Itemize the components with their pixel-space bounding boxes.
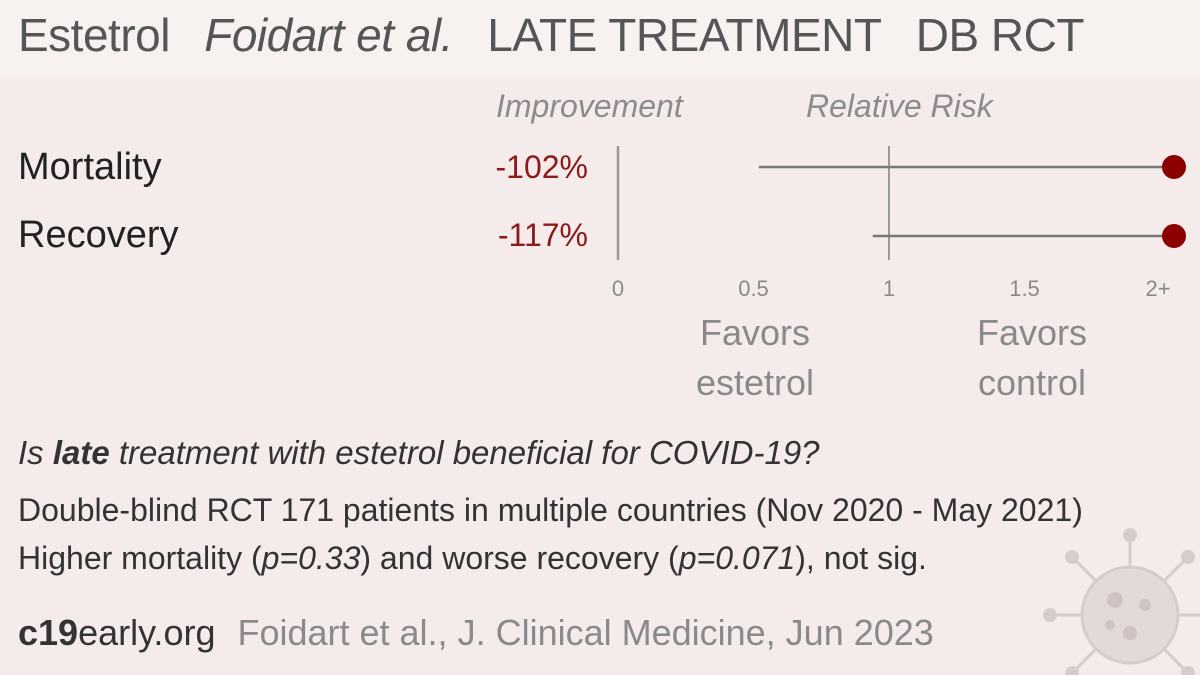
row-label-recovery: Recovery [18,214,179,256]
improvement-column-header: Improvement [496,88,683,124]
title-stage: LATE TREATMENT [487,9,882,61]
point-estimate [1162,155,1186,179]
site-bold: c19 [18,612,79,653]
question-bold: late [52,434,110,471]
tick-label: 2+ [1145,276,1170,301]
row-label-mortality: Mortality [18,146,162,188]
citation: Foidart et al., J. Clinical Medicine, Ju… [237,612,934,653]
favors-left-line1: Favors [699,312,811,353]
favors-left-line2: estetrol [695,362,815,403]
footer: c19early.org Foidart et al., J. Clinical … [18,612,934,654]
question-pre: Is [18,434,53,471]
improvement-recovery: -117% [497,217,588,253]
favors-right-line2: control [977,362,1087,403]
tick-label: 0 [612,276,624,301]
favors-control-label: Favors control [912,308,1152,408]
tick-label: 0.5 [738,276,769,301]
title-design: DB RCT [915,9,1085,61]
question-text: Is late treatment with estetrol benefici… [18,434,820,472]
tick-label: 1 [883,276,895,301]
favors-right-line1: Favors [976,312,1088,353]
question-post: treatment with estetrol beneficial for C… [109,434,820,471]
relative-risk-column-header: Relative Risk [806,88,993,124]
summary-c: ), not sig. [795,540,927,576]
summary-a: Higher mortality ( [18,540,262,576]
summary-line-1: Double-blind RCT 171 patients in multipl… [18,492,1083,528]
site-link[interactable]: c19early.org [18,612,215,653]
summary-p-mortality: p=0.33 [261,540,361,576]
tick-label: 1.5 [1009,276,1040,301]
summary-p-recovery: p=0.071 [678,540,796,576]
summary-b: ) and worse recovery ( [360,540,679,576]
page-title: Estetrol Foidart et al. LATE TREATMENT D… [18,8,1106,62]
virus-icon [1043,528,1200,675]
improvement-mortality: -102% [495,149,589,185]
title-drug: Estetrol [18,9,170,61]
title-authors: Foidart et al. [204,9,453,61]
header-bar: Estetrol Foidart et al. LATE TREATMENT D… [0,0,1200,76]
summary-line-2: Higher mortality (p=0.33) and worse reco… [18,540,927,577]
favors-estetrol-label: Favors estetrol [635,308,875,408]
site-rest: early.org [78,612,216,653]
point-estimate [1162,224,1186,248]
